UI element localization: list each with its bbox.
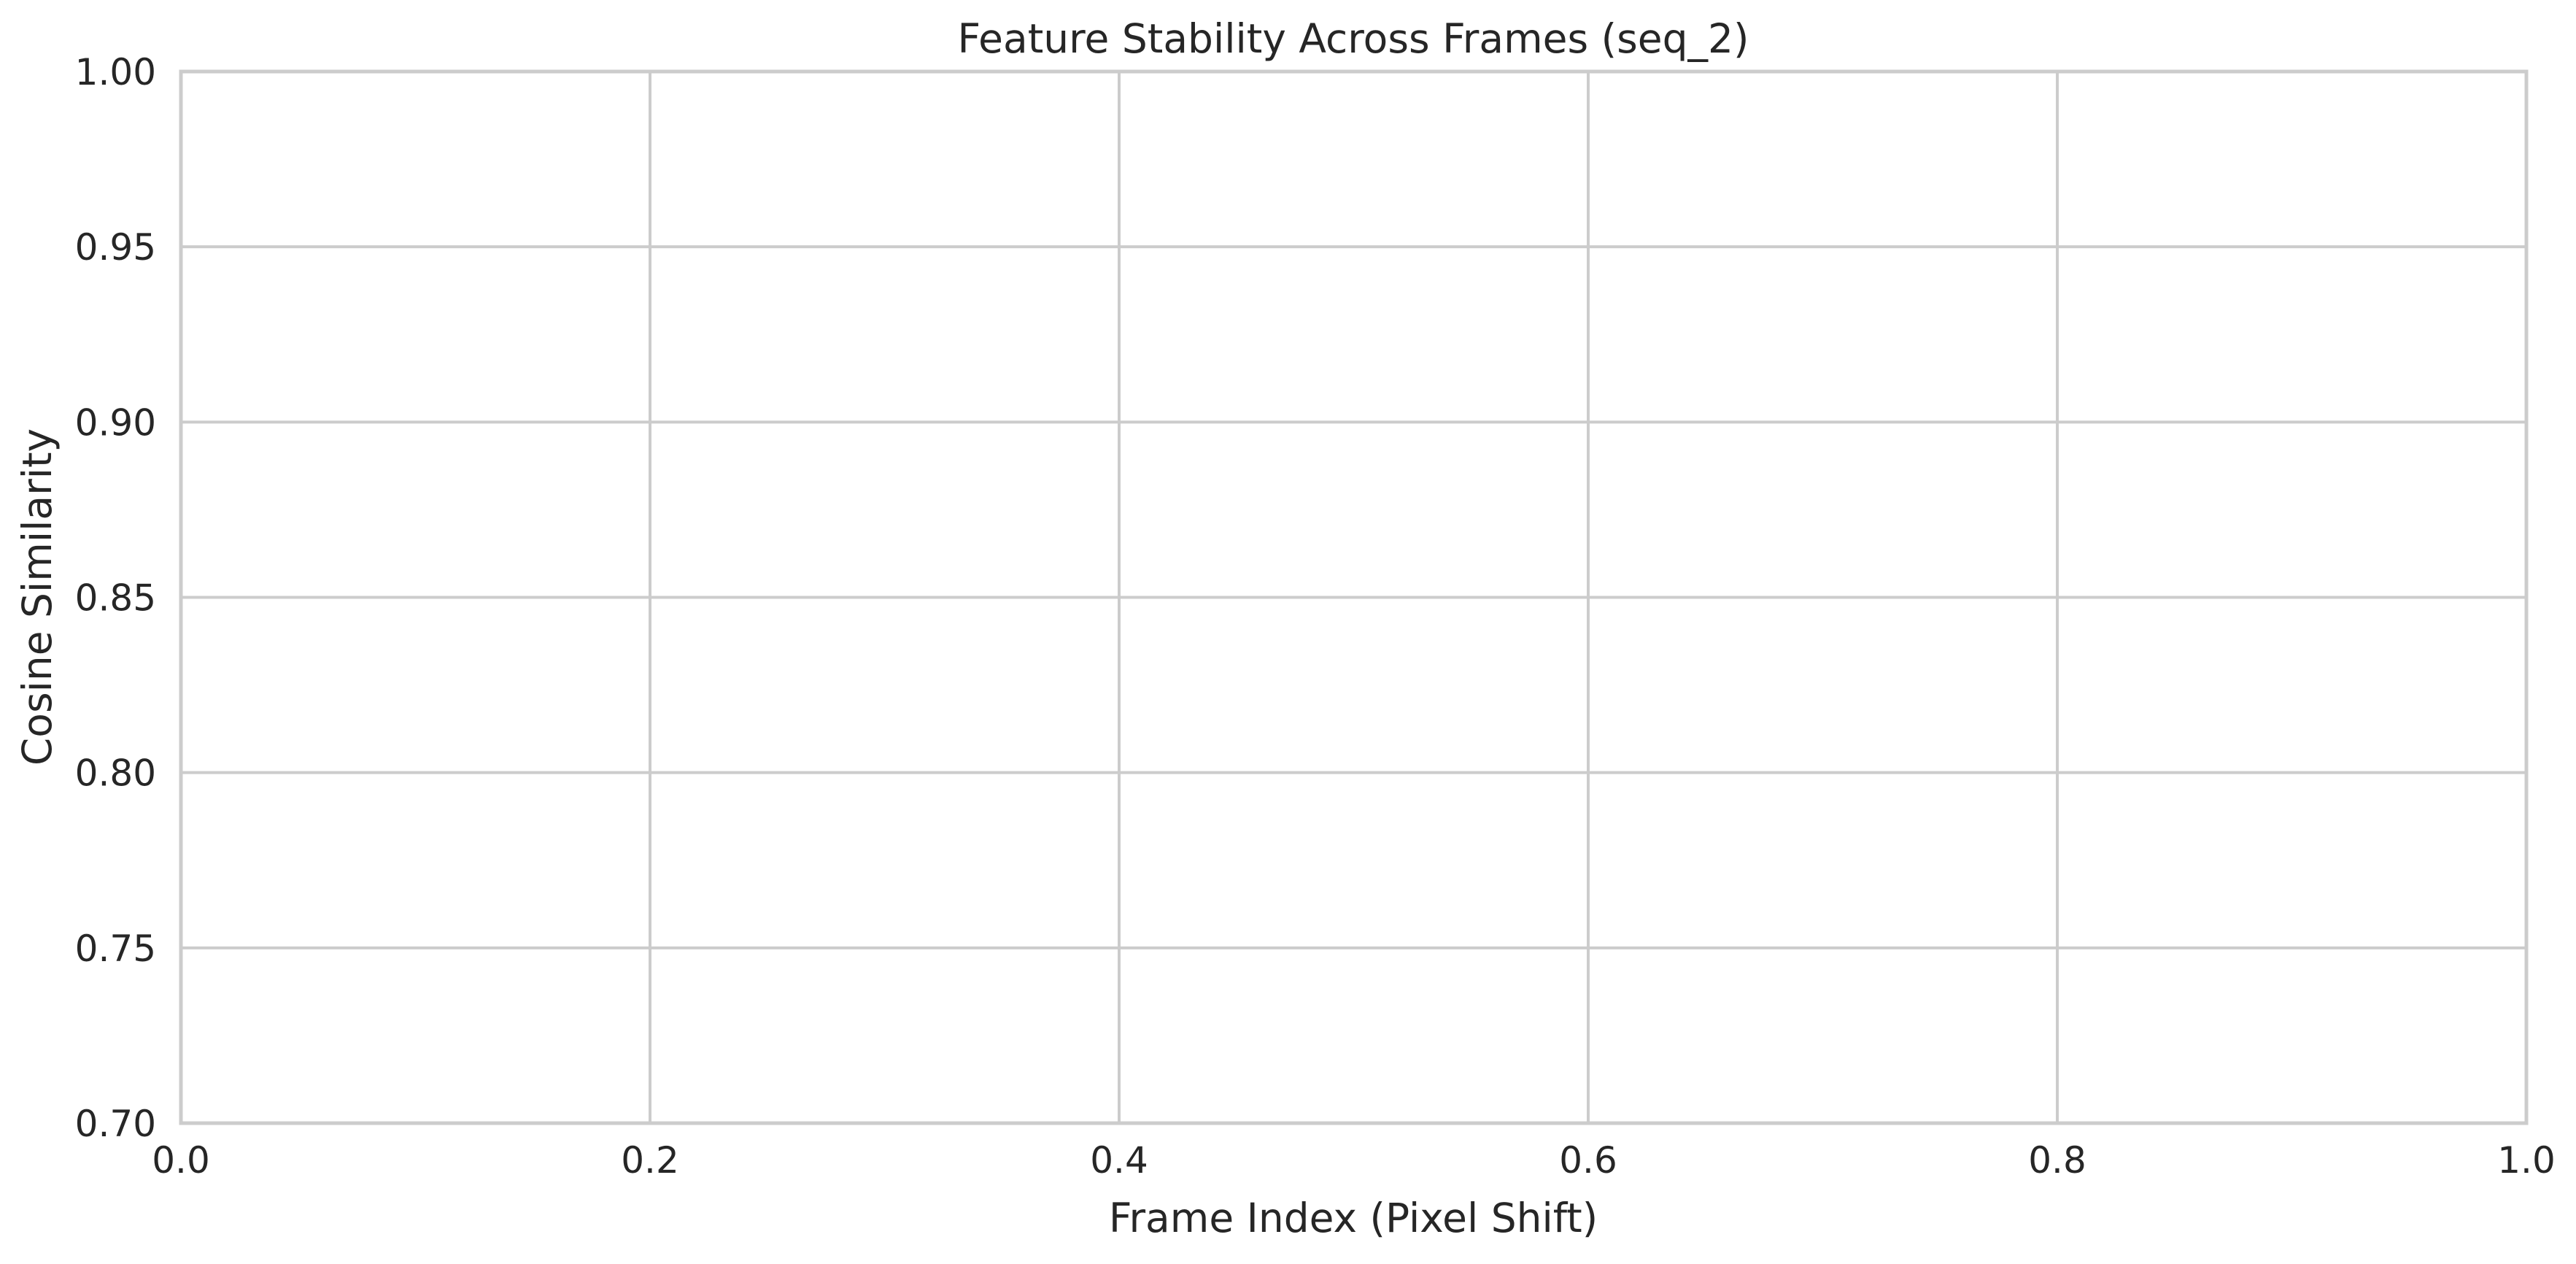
plot-area-frame: [179, 69, 2529, 1125]
x-axis-label: Frame Index (Pixel Shift): [1109, 1195, 1598, 1241]
y-tick-label: 0.90: [75, 401, 156, 444]
x-tick-label: 0.0: [152, 1139, 210, 1182]
y-tick-labels: 0.70 0.75 0.80 0.85 0.90 0.95 1.00: [75, 51, 156, 1145]
x-tick-label: 0.6: [1559, 1139, 1617, 1182]
y-tick-label: 0.80: [75, 752, 156, 795]
y-axis-label: Cosine Similarity: [14, 428, 61, 766]
x-tick-label: 0.8: [2028, 1139, 2086, 1182]
y-tick-label: 1.00: [75, 51, 156, 93]
y-tick-label: 0.75: [75, 928, 156, 970]
chart-title: Feature Stability Across Frames (seq_2): [958, 15, 1749, 62]
y-tick-label: 0.85: [75, 577, 156, 620]
x-tick-labels: 0.0 0.2 0.4 0.6 0.8 1.0: [152, 1139, 2556, 1182]
x-tick-label: 0.4: [1090, 1139, 1148, 1182]
y-tick-label: 0.70: [75, 1103, 156, 1145]
y-tick-label: 0.95: [75, 226, 156, 269]
x-tick-label: 1.0: [2497, 1139, 2556, 1182]
x-tick-label: 0.2: [621, 1139, 679, 1182]
